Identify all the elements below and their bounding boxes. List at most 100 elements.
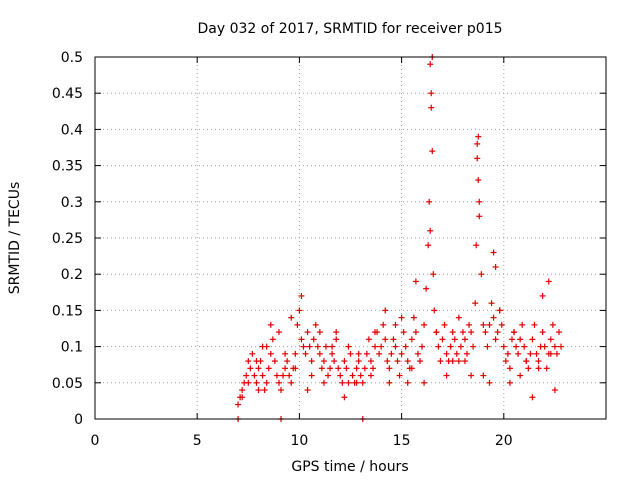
data-point	[517, 372, 524, 379]
data-point	[392, 343, 399, 350]
data-point	[488, 300, 495, 307]
data-point	[345, 379, 352, 386]
data-point	[449, 329, 456, 336]
data-point	[341, 394, 348, 401]
data-point	[273, 372, 280, 379]
data-point	[484, 343, 491, 350]
data-point	[345, 343, 352, 350]
data-point	[426, 198, 433, 205]
data-point	[506, 379, 513, 386]
data-point	[439, 336, 446, 343]
data-point	[353, 379, 360, 386]
data-point	[427, 227, 434, 234]
data-point	[430, 271, 437, 278]
data-point	[253, 358, 260, 365]
data-point	[513, 343, 520, 350]
data-point	[428, 104, 435, 111]
data-point	[506, 365, 513, 372]
data-point	[388, 350, 395, 357]
y-tick-label: 0.2	[61, 267, 83, 283]
data-point	[475, 177, 482, 184]
data-point	[327, 365, 334, 372]
data-point	[472, 300, 479, 307]
data-point	[378, 343, 385, 350]
data-point	[459, 329, 466, 336]
data-point	[380, 321, 387, 328]
data-point	[316, 350, 323, 357]
data-point	[292, 350, 299, 357]
data-point	[453, 350, 460, 357]
data-point	[400, 329, 407, 336]
data-point	[531, 321, 538, 328]
data-point	[314, 343, 321, 350]
y-tick-label: 0.5	[61, 50, 83, 66]
data-point	[474, 140, 481, 147]
data-point	[347, 350, 354, 357]
data-point	[408, 365, 415, 372]
data-point	[282, 350, 289, 357]
data-point	[282, 365, 289, 372]
data-point	[249, 350, 256, 357]
data-point	[416, 358, 423, 365]
data-point	[412, 278, 419, 285]
data-point	[367, 358, 374, 365]
data-point	[541, 343, 548, 350]
data-point	[239, 387, 246, 394]
data-point	[333, 336, 340, 343]
data-point	[535, 365, 542, 372]
data-point	[547, 336, 554, 343]
data-point	[261, 387, 268, 394]
y-tick-label: 0.4	[61, 122, 83, 138]
data-point	[470, 343, 477, 350]
data-point	[408, 336, 415, 343]
data-point	[322, 343, 329, 350]
x-tick-label: 10	[290, 433, 308, 449]
data-point	[310, 336, 317, 343]
data-point	[468, 329, 475, 336]
data-points	[235, 54, 565, 422]
data-point	[437, 358, 444, 365]
data-point	[517, 336, 524, 343]
y-tick-label: 0.1	[61, 340, 83, 356]
data-point	[337, 372, 344, 379]
data-point	[447, 343, 454, 350]
data-point	[521, 343, 528, 350]
data-point	[508, 336, 515, 343]
data-point	[302, 350, 309, 357]
data-point	[386, 365, 393, 372]
data-point	[343, 365, 350, 372]
x-tick-label: 20	[495, 433, 513, 449]
y-tick-label: 0.25	[52, 231, 83, 247]
data-point	[335, 365, 342, 372]
data-point	[353, 365, 360, 372]
data-point	[464, 350, 471, 357]
data-point	[433, 329, 440, 336]
data-point	[369, 365, 376, 372]
data-point	[357, 372, 364, 379]
data-point	[392, 321, 399, 328]
data-point	[355, 358, 362, 365]
x-tick-label: 15	[393, 433, 411, 449]
data-point	[427, 61, 434, 68]
data-point	[298, 292, 305, 299]
data-point	[267, 350, 274, 357]
y-tick-label: 0.05	[52, 376, 83, 392]
data-point	[490, 249, 497, 256]
data-point	[245, 358, 252, 365]
data-point	[243, 372, 250, 379]
data-point	[461, 358, 468, 365]
data-point	[428, 90, 435, 97]
data-point	[329, 350, 336, 357]
data-point	[504, 350, 511, 357]
data-point	[529, 336, 536, 343]
data-point	[312, 321, 319, 328]
plot-frame	[94, 56, 607, 420]
data-point	[502, 358, 509, 365]
data-point	[253, 379, 260, 386]
data-point	[306, 343, 313, 350]
x-tick-label: 5	[193, 433, 202, 449]
data-point	[239, 394, 246, 401]
data-point	[486, 379, 493, 386]
data-point	[486, 321, 493, 328]
data-point	[341, 358, 348, 365]
